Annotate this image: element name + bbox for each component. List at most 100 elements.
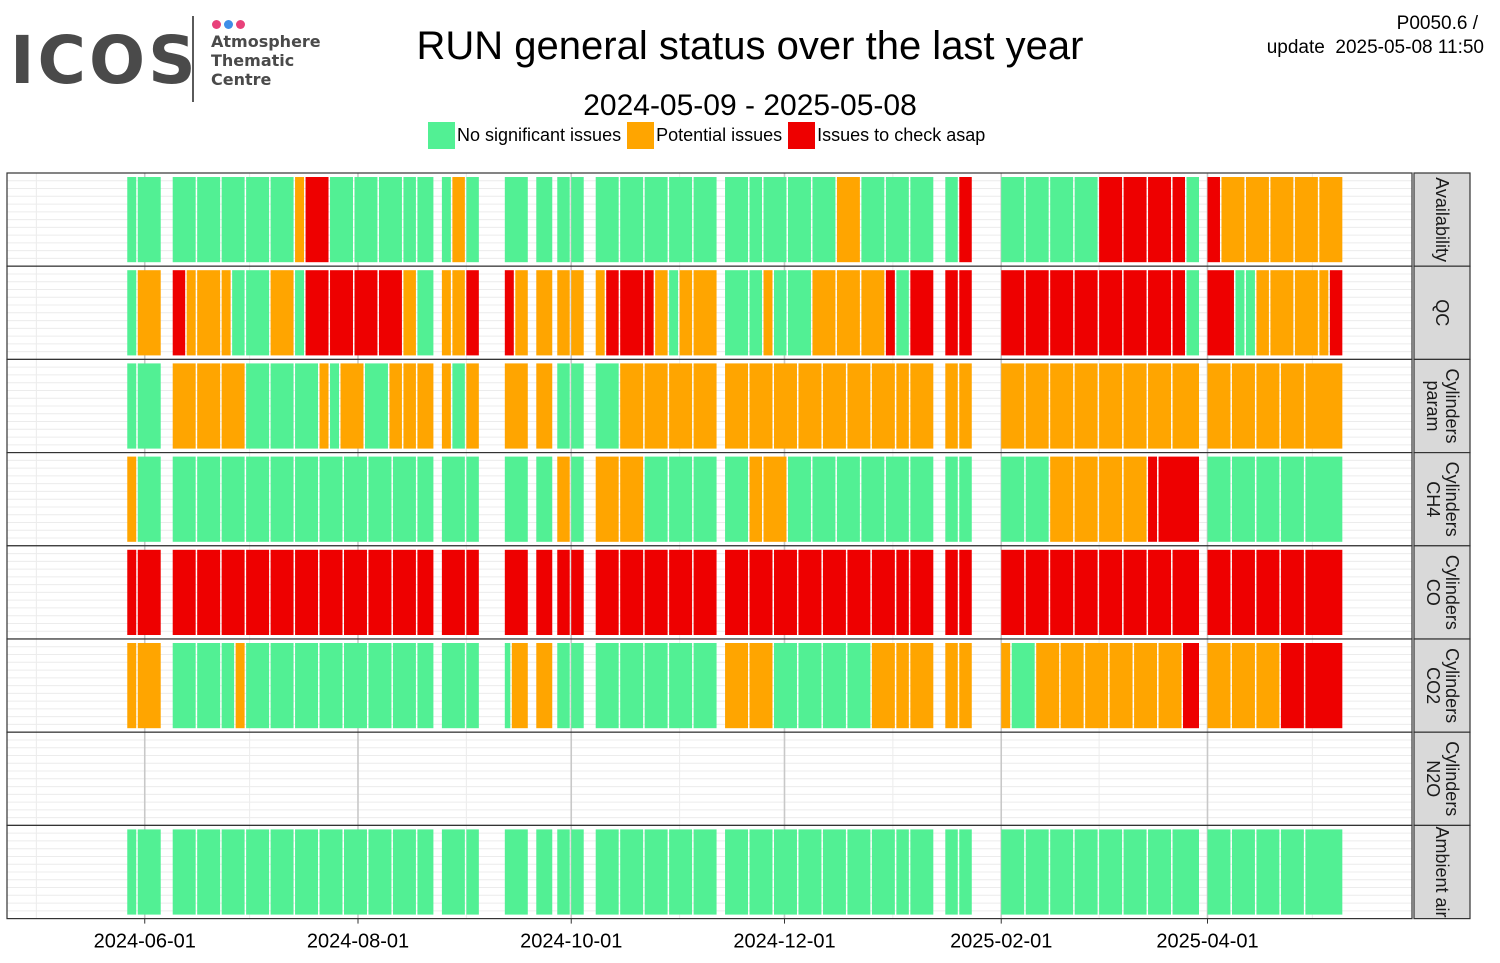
status-segment [910, 643, 934, 729]
facet-label-line: Cylinders [1442, 648, 1462, 723]
status-segment [847, 549, 871, 635]
status-segment [749, 270, 763, 356]
status-segment [344, 456, 367, 542]
status-segment [749, 829, 773, 915]
status-segment [504, 829, 528, 915]
status-segment [822, 829, 846, 915]
x-axis-tick-label: 2024-08-01 [307, 931, 409, 953]
status-segment [270, 456, 294, 542]
status-segment [330, 270, 353, 356]
status-segment [295, 363, 319, 449]
status-segment [246, 270, 270, 356]
facet-strip [1413, 545, 1471, 640]
status-segment [1207, 363, 1231, 449]
logo-dot [236, 20, 245, 29]
status-segment [595, 643, 619, 729]
status-segment [644, 456, 668, 542]
status-segment [1025, 270, 1049, 356]
status-segment [1036, 643, 1060, 729]
status-segment [847, 643, 871, 729]
status-segment [504, 363, 528, 449]
x-axis-tick-label: 2025-04-01 [1156, 931, 1258, 953]
status-segment [172, 456, 196, 542]
legend: No significant issues Potential issues I… [428, 121, 991, 149]
status-segment [1074, 177, 1098, 263]
facet-label-line: Cylinders [1442, 462, 1462, 537]
status-segment [1231, 456, 1255, 542]
status-segment [221, 270, 231, 356]
status-segment [620, 643, 644, 729]
status-segment [1074, 456, 1098, 542]
facet-strip [1413, 824, 1471, 920]
status-segment [441, 456, 465, 542]
status-segment [441, 177, 451, 263]
status-segment [959, 549, 972, 635]
status-segment [127, 549, 137, 635]
status-segment [197, 549, 221, 635]
status-segment [1001, 456, 1025, 542]
facet-label: CylindersCO2 [1423, 648, 1462, 723]
status-segment [1245, 177, 1269, 263]
status-segment [295, 456, 319, 542]
status-segment [368, 643, 392, 729]
status-segment [669, 829, 693, 915]
status-segment [137, 363, 161, 449]
status-segment [557, 270, 570, 356]
status-segment [504, 549, 528, 635]
status-segment [403, 270, 416, 356]
status-segment [417, 270, 434, 356]
logo-subtitle-line: Atmosphere [211, 32, 321, 51]
status-segment [1050, 363, 1074, 449]
status-segment [910, 177, 934, 263]
facet-label: QC [1432, 299, 1452, 326]
status-segment [1050, 270, 1074, 356]
status-segment [378, 270, 402, 356]
status-segment [417, 643, 434, 729]
status-segment [896, 363, 909, 449]
status-segment [172, 643, 196, 729]
status-segment [644, 177, 668, 263]
status-segment [945, 643, 958, 729]
status-segment [871, 549, 895, 635]
status-segment [466, 456, 479, 542]
x-axis-tick-label: 2024-10-01 [520, 931, 622, 953]
status-segment [749, 549, 773, 635]
status-segment [270, 643, 294, 729]
logo-dot [212, 20, 221, 29]
status-segment [137, 549, 161, 635]
status-segment [1099, 363, 1123, 449]
status-segment [127, 643, 137, 729]
status-segment [270, 270, 294, 356]
status-segment [571, 456, 584, 542]
status-segment [1207, 456, 1231, 542]
facet-label-line: Cylinders [1442, 368, 1462, 443]
status-segment [571, 363, 584, 449]
status-segment [1099, 829, 1123, 915]
status-segment [246, 549, 270, 635]
status-segment [822, 643, 846, 729]
status-segment [452, 270, 465, 356]
status-segment [725, 363, 749, 449]
icos-logo: ICOS Atmosphere Thematic Centre [10, 14, 330, 106]
facet-label-line: CO [1423, 579, 1443, 606]
status-segment [1231, 829, 1255, 915]
status-segment [1207, 549, 1231, 635]
status-segment [1148, 363, 1172, 449]
status-segment [620, 829, 644, 915]
status-segment [557, 549, 570, 635]
status-segment [466, 829, 479, 915]
status-segment [571, 270, 584, 356]
facet-label: Ambient air [1432, 826, 1452, 917]
status-segment [1305, 643, 1343, 729]
status-segment [197, 643, 221, 729]
status-segment [221, 549, 245, 635]
status-segment [798, 829, 822, 915]
status-segment [221, 643, 235, 729]
facet-label: CylindersCH4 [1423, 462, 1462, 537]
status-segment [571, 829, 584, 915]
status-segment [787, 177, 811, 263]
facet-label: Cylindersparam [1423, 368, 1462, 443]
status-segment [1305, 829, 1343, 915]
status-segment [137, 456, 161, 542]
status-segment [270, 177, 294, 263]
